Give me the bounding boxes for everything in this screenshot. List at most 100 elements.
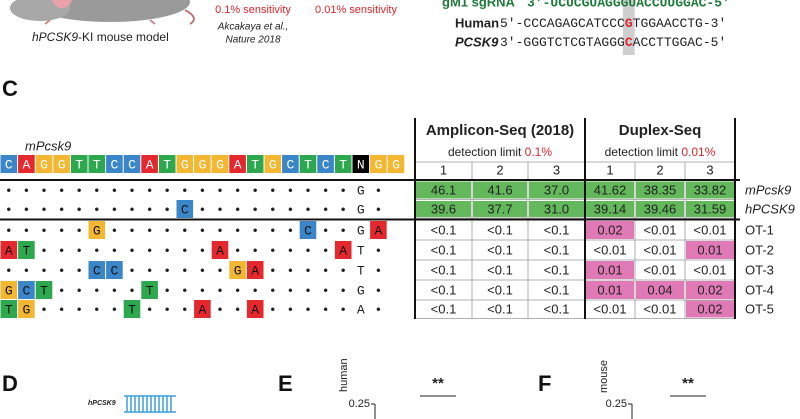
match-dot: • xyxy=(40,223,48,238)
base-box xyxy=(229,155,246,173)
sequence-part: 3'-GGGTCTCGTAGGG xyxy=(500,35,625,50)
cell-fill xyxy=(416,201,471,217)
match-dot: • xyxy=(234,302,242,317)
cell-value: 0.04 xyxy=(647,282,672,297)
cell-value: <0.01 xyxy=(644,301,677,316)
match-dot: • xyxy=(374,283,382,298)
cell-fill xyxy=(636,281,684,299)
match-dot: • xyxy=(339,283,347,298)
cell-value: <0.1 xyxy=(544,301,570,316)
row-label: hPCSK9 xyxy=(745,201,795,216)
match-dot: • xyxy=(5,183,13,198)
cell-value: <0.1 xyxy=(431,262,457,277)
match-dot: • xyxy=(110,302,118,317)
pam-base: G xyxy=(357,202,365,217)
panel-label: C xyxy=(2,76,18,101)
mismatch-box xyxy=(299,221,317,239)
base: G xyxy=(392,157,400,172)
cell-value: 46.1 xyxy=(431,182,456,197)
match-dot: • xyxy=(181,243,189,258)
match-dot: • xyxy=(75,243,83,258)
cell-value: <0.1 xyxy=(431,222,457,237)
mismatch-base: T xyxy=(22,243,30,258)
match-dot: • xyxy=(339,202,347,217)
match-dot: • xyxy=(181,283,189,298)
mismatch-box xyxy=(88,261,106,279)
cell-value: <0.01 xyxy=(644,242,677,257)
match-dot: • xyxy=(146,183,154,198)
panel-label: D xyxy=(2,371,18,396)
match-dot: • xyxy=(216,302,224,317)
pam-base: G xyxy=(357,183,365,198)
pam-base: G xyxy=(357,283,365,298)
match-dot: • xyxy=(163,302,171,317)
match-dot: • xyxy=(146,243,154,258)
match-dot: • xyxy=(216,202,224,217)
match-dot: • xyxy=(286,223,294,238)
cell-fill xyxy=(586,181,634,199)
match-dot: • xyxy=(163,263,171,278)
match-dot: • xyxy=(322,302,330,317)
match-dot: • xyxy=(163,283,171,298)
match-dot: • xyxy=(374,302,382,317)
mismatch-box xyxy=(106,261,123,279)
base: G xyxy=(216,157,224,172)
match-dot: • xyxy=(58,263,66,278)
group-title: Amplicon-Seq (2018) xyxy=(426,122,574,139)
base-box xyxy=(53,155,70,173)
cell-fill xyxy=(416,181,471,199)
base-box xyxy=(123,155,141,173)
base-box xyxy=(387,155,405,173)
cell-fill xyxy=(686,300,734,318)
cell-fill xyxy=(473,201,527,217)
detection-limit: detection limit 0.01% xyxy=(605,145,716,159)
match-dot: • xyxy=(198,223,206,238)
cell-value: 33.82 xyxy=(694,182,727,197)
match-dot: • xyxy=(110,202,118,217)
mismatch-base: T xyxy=(128,302,136,317)
match-dot: • xyxy=(234,202,242,217)
sgrna-sequence: 3'-UCUCGUAGGGUACCUUGGAC-5' xyxy=(527,0,730,10)
match-dot: • xyxy=(216,263,224,278)
sequence-part: 5'-CCCAGAGCATCCC xyxy=(500,16,625,31)
match-dot: • xyxy=(251,243,259,258)
mismatch-box xyxy=(0,281,18,299)
base: T xyxy=(75,157,83,172)
match-dot: • xyxy=(22,263,30,278)
match-dot: • xyxy=(339,302,347,317)
match-dot: • xyxy=(40,183,48,198)
mismatch-base: C xyxy=(181,202,189,217)
row-label: OT-1 xyxy=(745,222,774,237)
cell-value: <0.1 xyxy=(544,222,570,237)
match-dot: • xyxy=(251,202,259,217)
reference-label: mPcsk9 xyxy=(25,138,71,153)
mismatch-base: A xyxy=(339,243,347,258)
match-dot: • xyxy=(110,183,118,198)
model-gene: hPCSK9 xyxy=(32,30,78,44)
match-dot: • xyxy=(93,183,101,198)
mismatch-base: T xyxy=(5,302,13,317)
mismatch-base: C xyxy=(22,283,30,298)
match-dot: • xyxy=(75,283,83,298)
match-dot: • xyxy=(93,283,101,298)
cell-fill xyxy=(636,201,684,217)
base-box xyxy=(246,155,264,173)
mismatch-box xyxy=(18,241,35,259)
match-dot: • xyxy=(286,302,294,317)
significance: ** xyxy=(682,375,694,392)
match-dot: • xyxy=(269,302,277,317)
cell-value: 39.14 xyxy=(594,201,627,216)
base: C xyxy=(286,157,294,172)
replicate-label: 1 xyxy=(440,162,447,177)
match-dot: • xyxy=(198,183,206,198)
base: C xyxy=(322,157,330,172)
cell-value: <0.1 xyxy=(487,222,513,237)
mismatch-box xyxy=(211,241,229,259)
match-dot: • xyxy=(146,302,154,317)
base-box xyxy=(264,155,282,173)
match-dot: • xyxy=(40,243,48,258)
sgrna-label: gM1 sgRNA xyxy=(442,0,516,9)
sensitivity-label: 0.01% sensitivity xyxy=(315,4,397,16)
match-dot: • xyxy=(198,243,206,258)
